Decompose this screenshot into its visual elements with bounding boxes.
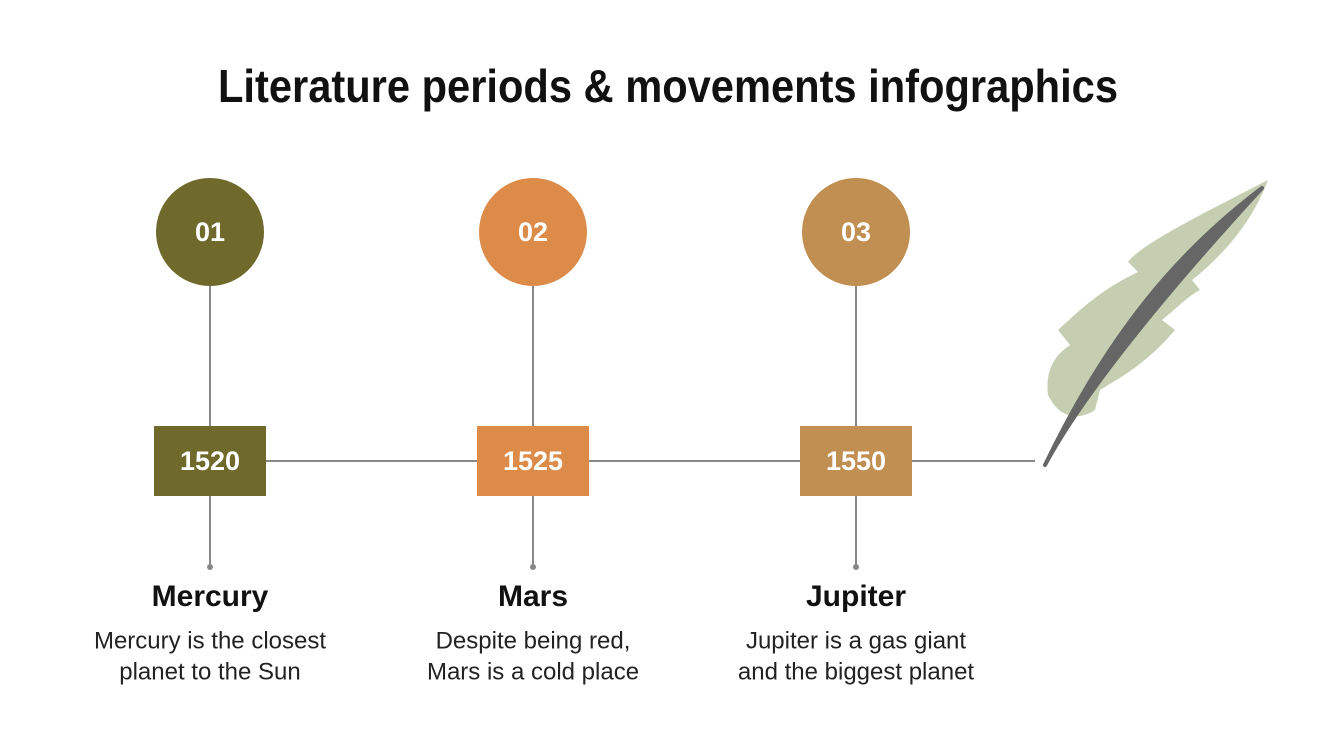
number-circle [156, 178, 264, 286]
number: 01 [195, 217, 225, 247]
year-box [477, 426, 589, 496]
feather [1043, 180, 1268, 467]
connector-dot [853, 564, 859, 570]
year: 1550 [826, 446, 886, 476]
item-description: and the biggest planet [738, 658, 975, 685]
item-description: planet to the Sun [119, 658, 300, 685]
item-description: Mars is a cold place [427, 658, 639, 685]
year: 1525 [503, 446, 563, 476]
title: Literature periods & movements infograph… [218, 60, 1118, 112]
number-circle [802, 178, 910, 286]
item-name: Mercury [152, 580, 269, 613]
item-description: Despite being red, [436, 627, 631, 654]
year-box [154, 426, 266, 496]
year-box [800, 426, 912, 496]
item-name: Jupiter [806, 580, 906, 613]
item-description: Jupiter is a gas giant [746, 627, 966, 654]
item-description: Mercury is the closest [94, 627, 326, 654]
number: 02 [518, 217, 548, 247]
item-name: Mars [498, 580, 568, 613]
number-circle [479, 178, 587, 286]
year: 1520 [180, 446, 240, 476]
connector-dot [530, 564, 536, 570]
timeline-items: 01 1520 Mercury Mercury is the closest plane… [94, 178, 974, 685]
number: 03 [841, 217, 871, 247]
connector-dot [207, 564, 213, 570]
feather-quill [1043, 186, 1264, 467]
